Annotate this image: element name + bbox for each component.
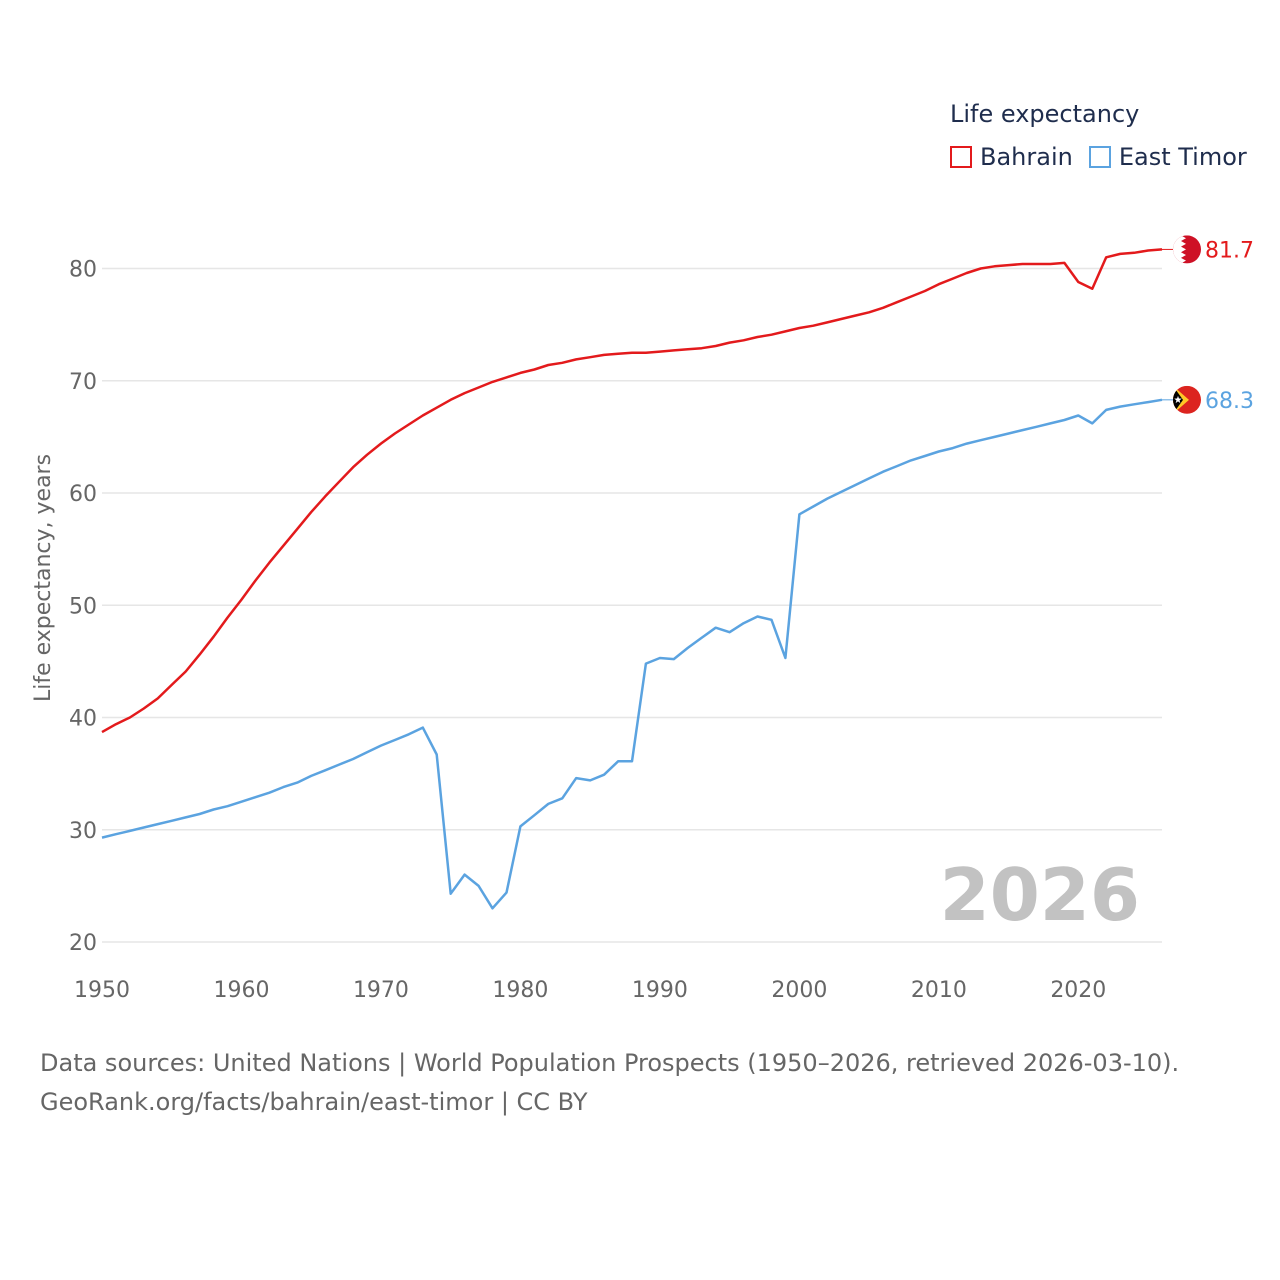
- y-axis-title: Life expectancy, years: [31, 454, 56, 702]
- end-value-label-east-timor: 68.3: [1205, 389, 1254, 414]
- y-tick-label: 60: [69, 482, 97, 507]
- series-lines: [101, 248, 1163, 910]
- x-tick-label: 2020: [1050, 978, 1106, 1003]
- year-watermark: 2026: [940, 853, 1140, 937]
- bahrain-flag-icon: [1173, 235, 1201, 264]
- x-tick-label: 1990: [632, 978, 688, 1003]
- series-line-bahrain[interactable]: [101, 248, 1163, 734]
- source-link[interactable]: GeoRank.org/facts/bahrain/east-timor | C…: [40, 1088, 588, 1116]
- y-axis-ticks: 20 30 40 50 60 70 80: [69, 258, 97, 957]
- y-tick-label: 20: [69, 931, 97, 956]
- legend-swatch-bahrain: [950, 146, 972, 168]
- x-tick-label: 1970: [353, 978, 409, 1003]
- y-tick-label: 50: [69, 594, 97, 619]
- footer: Data sources: United Nations | World Pop…: [40, 1044, 1179, 1122]
- legend-title: Life expectancy: [950, 100, 1140, 128]
- y-tick-label: 70: [69, 370, 97, 395]
- end-value-label-bahrain: 81.7: [1205, 238, 1254, 263]
- data-sources-text: Data sources: United Nations | World Pop…: [40, 1049, 1180, 1077]
- end-markers: 81.7 68.3: [1162, 235, 1254, 414]
- east-timor-flag-icon: [1173, 385, 1201, 414]
- legend-label-bahrain: Bahrain: [980, 143, 1073, 171]
- line-chart: 20 30 40 50 60 70 80 1950 1960 1970 1980 1990 2000 2…: [31, 235, 1254, 1003]
- x-axis-ticks: 1950 1960 1970 1980 1990 2000 2010 2020: [74, 978, 1106, 1003]
- legend-swatch-east-timor: [1088, 146, 1111, 168]
- legend-item-bahrain[interactable]: Bahrain: [950, 143, 1073, 171]
- legend: Bahrain East Timor: [950, 143, 1263, 171]
- y-tick-label: 30: [69, 819, 97, 844]
- x-tick-label: 2010: [911, 978, 967, 1003]
- x-tick-label: 1950: [74, 978, 130, 1003]
- x-tick-label: 2000: [771, 978, 827, 1003]
- x-tick-label: 1960: [213, 978, 269, 1003]
- series-line-east-timor[interactable]: [101, 398, 1163, 910]
- legend-label-east-timor: East Timor: [1118, 143, 1247, 171]
- grid: [102, 267, 1162, 943]
- x-tick-label: 1980: [492, 978, 548, 1003]
- y-tick-label: 80: [69, 258, 97, 283]
- y-tick-label: 40: [69, 707, 97, 732]
- legend-item-east-timor[interactable]: East Timor: [1088, 143, 1247, 171]
